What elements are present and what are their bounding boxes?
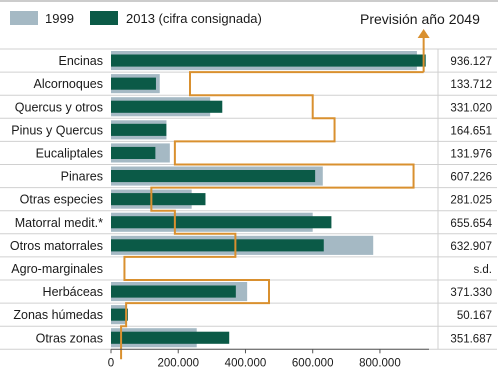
x-tick-label: 400.000 (225, 357, 267, 367)
category-label: Pinus y Quercus (11, 123, 103, 137)
value-label: 351.687 (450, 333, 492, 345)
value-label: 936.127 (450, 56, 492, 68)
bar-2013 (111, 308, 128, 321)
value-label: s.d. (473, 264, 492, 276)
bar-2013 (111, 146, 156, 159)
forecast-label: Previsión año 2049 (360, 11, 480, 27)
x-tick-label: 200.000 (157, 357, 199, 367)
x-tick-label: 800.000 (359, 357, 401, 367)
bar-2013 (111, 331, 230, 344)
category-label: Encinas (59, 54, 103, 68)
value-label: 164.651 (450, 125, 492, 137)
forecast-step-line (120, 29, 430, 360)
bar-2013 (111, 54, 426, 67)
bar-2013 (111, 123, 167, 136)
category-label: Alcornoques (34, 77, 104, 91)
value-label: 133.712 (450, 79, 492, 91)
category-label: Eucaliptales (36, 146, 103, 160)
category-label: Herbáceas (43, 285, 103, 299)
value-label: 655.654 (450, 218, 492, 230)
value-label: 371.330 (450, 287, 492, 299)
bar-2013 (111, 100, 223, 113)
category-label: Zonas húmedas (13, 308, 103, 322)
bar-marks (111, 51, 426, 348)
bar-2013 (111, 285, 236, 298)
legend: 1999 2013 (cifra consignada) Previsión a… (10, 11, 480, 27)
category-label: Pinares (61, 170, 103, 184)
value-labels: 936.127 133.712 331.020 164.651 131.976 607.2… (450, 56, 492, 345)
x-tick-label: 600.000 (292, 357, 334, 367)
category-label: Otras especies (20, 193, 103, 207)
x-tick-label: 0 (108, 357, 114, 367)
category-label: Matorral medit.* (15, 216, 103, 230)
category-labels: Encinas Alcornoques Quercus y otros Pinus y… (10, 54, 103, 345)
value-label: 632.907 (450, 241, 492, 253)
legend-swatch-2013 (90, 11, 118, 25)
forecast-arrow-head (417, 29, 430, 38)
value-label: 50.167 (457, 310, 492, 322)
x-axis: 0 200.000 400.000 600.000 800.000 (108, 348, 429, 367)
value-label: 281.025 (450, 195, 492, 207)
bar-2013 (111, 77, 156, 90)
category-label: Otros matorrales (10, 239, 103, 253)
bar-2013 (111, 216, 332, 229)
bar-2013 (111, 193, 206, 206)
category-label: Agro-marginales (11, 262, 103, 276)
value-label: 331.020 (450, 102, 492, 114)
legend-label-1999: 1999 (45, 11, 74, 26)
value-label: 131.976 (450, 148, 492, 160)
legend-swatch-1999 (10, 11, 38, 25)
category-label: Quercus y otros (15, 100, 103, 114)
legend-label-2013: 2013 (cifra consignada) (126, 11, 262, 26)
value-label: 607.226 (450, 172, 492, 184)
bar-2013 (111, 170, 316, 183)
forecast-step-path (120, 71, 424, 360)
bar-2013 (111, 239, 324, 252)
category-label: Otras zonas (36, 331, 103, 345)
